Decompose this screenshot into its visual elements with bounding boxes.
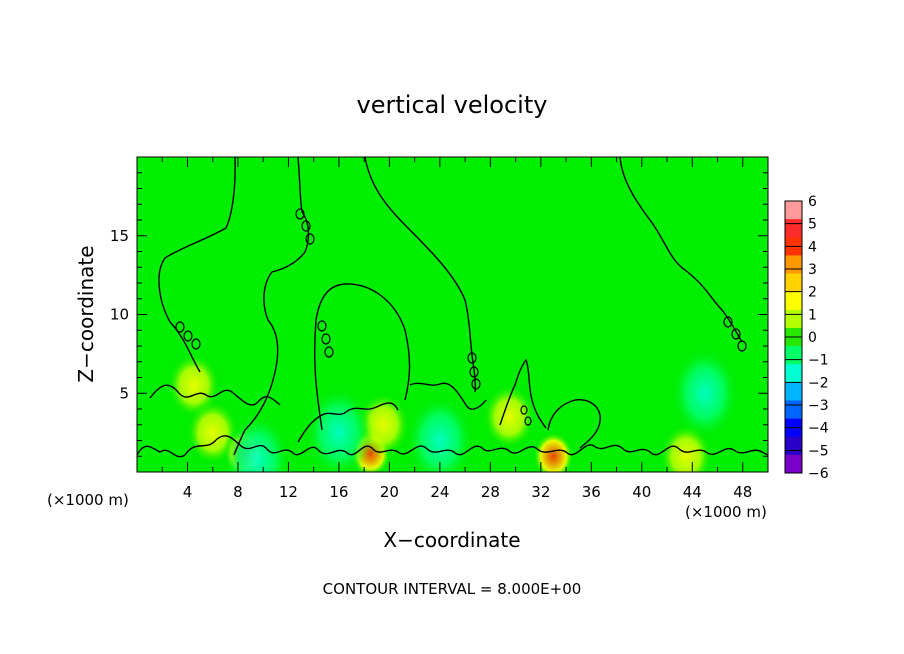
contour-loop [305, 233, 315, 245]
colorbar-tick-label: 1 [808, 307, 817, 323]
colorbar-tick-label: −1 [808, 353, 829, 369]
contour-interval-note: CONTOUR INTERVAL = 8.000E+00 [323, 580, 582, 598]
velocity-feature [659, 424, 712, 472]
contour-line [619, 157, 743, 343]
x-axis-ticks: 4 8 12 16 20 24 28 32 36 40 44 48 [161, 157, 752, 501]
contour-loop [471, 378, 481, 390]
contour-loop [469, 366, 479, 378]
colorbar-swatch [785, 382, 802, 401]
x-tick-label: 48 [733, 483, 752, 501]
x-tick-label: 20 [380, 483, 399, 501]
x-tick-label: 32 [531, 483, 550, 501]
colorbar-tick-label: 5 [808, 217, 817, 233]
x-tick-label: 28 [481, 483, 500, 501]
colorbar-tick-label: −6 [808, 466, 829, 482]
contour-loop [191, 338, 201, 350]
colorbar-tick-label: −3 [808, 398, 829, 414]
contour-line [364, 157, 476, 393]
x-axis-label: X−coordinate [383, 528, 520, 552]
colorbar-swatch [785, 201, 802, 220]
colorbar-tick-label: 6 [808, 194, 817, 210]
x-tick-label: 24 [430, 483, 449, 501]
y-tick-label: 5 [119, 384, 129, 402]
colorbar-swatch [785, 346, 802, 365]
velocity-feature [405, 394, 474, 472]
x-tick-label: 8 [233, 483, 243, 501]
colorbar-tick-label: 4 [808, 239, 817, 255]
contour-loop [321, 333, 331, 345]
colorbar-tick-label: 3 [808, 262, 817, 278]
colorbar-swatch [785, 219, 802, 238]
colorbar-tick-label: 2 [808, 285, 817, 301]
x-tick-label: 12 [279, 483, 298, 501]
contour-line [137, 435, 768, 458]
contour-loop [520, 405, 528, 415]
contour-loop [301, 220, 311, 232]
x-tick-label: 36 [582, 483, 601, 501]
contour-line [158, 157, 236, 373]
colorbar-tick-label: −2 [808, 375, 829, 391]
y-axis-label: Z−coordinate [74, 245, 98, 382]
contour-loop [175, 321, 185, 333]
contour-loop [737, 340, 747, 352]
colorbar-swatch [785, 454, 802, 474]
colorbar-swatch [785, 273, 802, 293]
velocity-feature [222, 413, 291, 472]
contour-line [547, 398, 601, 449]
velocity-feature [533, 432, 574, 472]
x-unit-label-right: (×1000 m) [685, 503, 767, 521]
contour-loop [723, 316, 733, 328]
contour-loop [324, 346, 334, 358]
contour-loop [731, 328, 741, 340]
chart-title: vertical velocity [357, 91, 548, 119]
colorbar-tick-label: 0 [808, 330, 817, 346]
y-tick-label: 15 [110, 227, 129, 245]
velocity-feature [483, 384, 536, 449]
colorbar-swatch [785, 291, 802, 311]
colorbar-swatch [785, 364, 802, 383]
x-tick-label: 44 [683, 483, 702, 501]
contour-lines [137, 157, 768, 458]
y-axis-ticks: 5 10 15 [110, 172, 768, 457]
colorbar-swatch [785, 400, 802, 420]
contour-line [409, 382, 487, 410]
x-tick-label: 40 [632, 483, 651, 501]
contour-line [149, 384, 281, 406]
colorbar-tick-label: −5 [808, 443, 829, 459]
contour-loop [295, 208, 305, 220]
contour-loop [524, 416, 532, 426]
contour-loop [317, 320, 327, 332]
colorbar: 6 5 4 3 2 1 0 −1 −2 −3 −4 −5 −6 [784, 194, 829, 482]
y-tick-label: 10 [110, 306, 129, 324]
x-tick-label: 4 [183, 483, 193, 501]
colorbar-swatch [785, 436, 802, 456]
contour-loop [183, 330, 193, 342]
colorbar-swatch [785, 255, 802, 275]
contour-line [499, 358, 547, 429]
contour-loop [467, 352, 477, 364]
contour-line [314, 283, 411, 431]
colorbar-tick-label: −4 [808, 421, 829, 437]
colorbar-swatch [785, 309, 802, 329]
velocity-feature [167, 353, 220, 418]
x-unit-label-left: (×1000 m) [47, 491, 129, 509]
x-tick-label: 16 [329, 483, 348, 501]
velocity-feature [670, 347, 739, 440]
contour-line [297, 402, 399, 443]
